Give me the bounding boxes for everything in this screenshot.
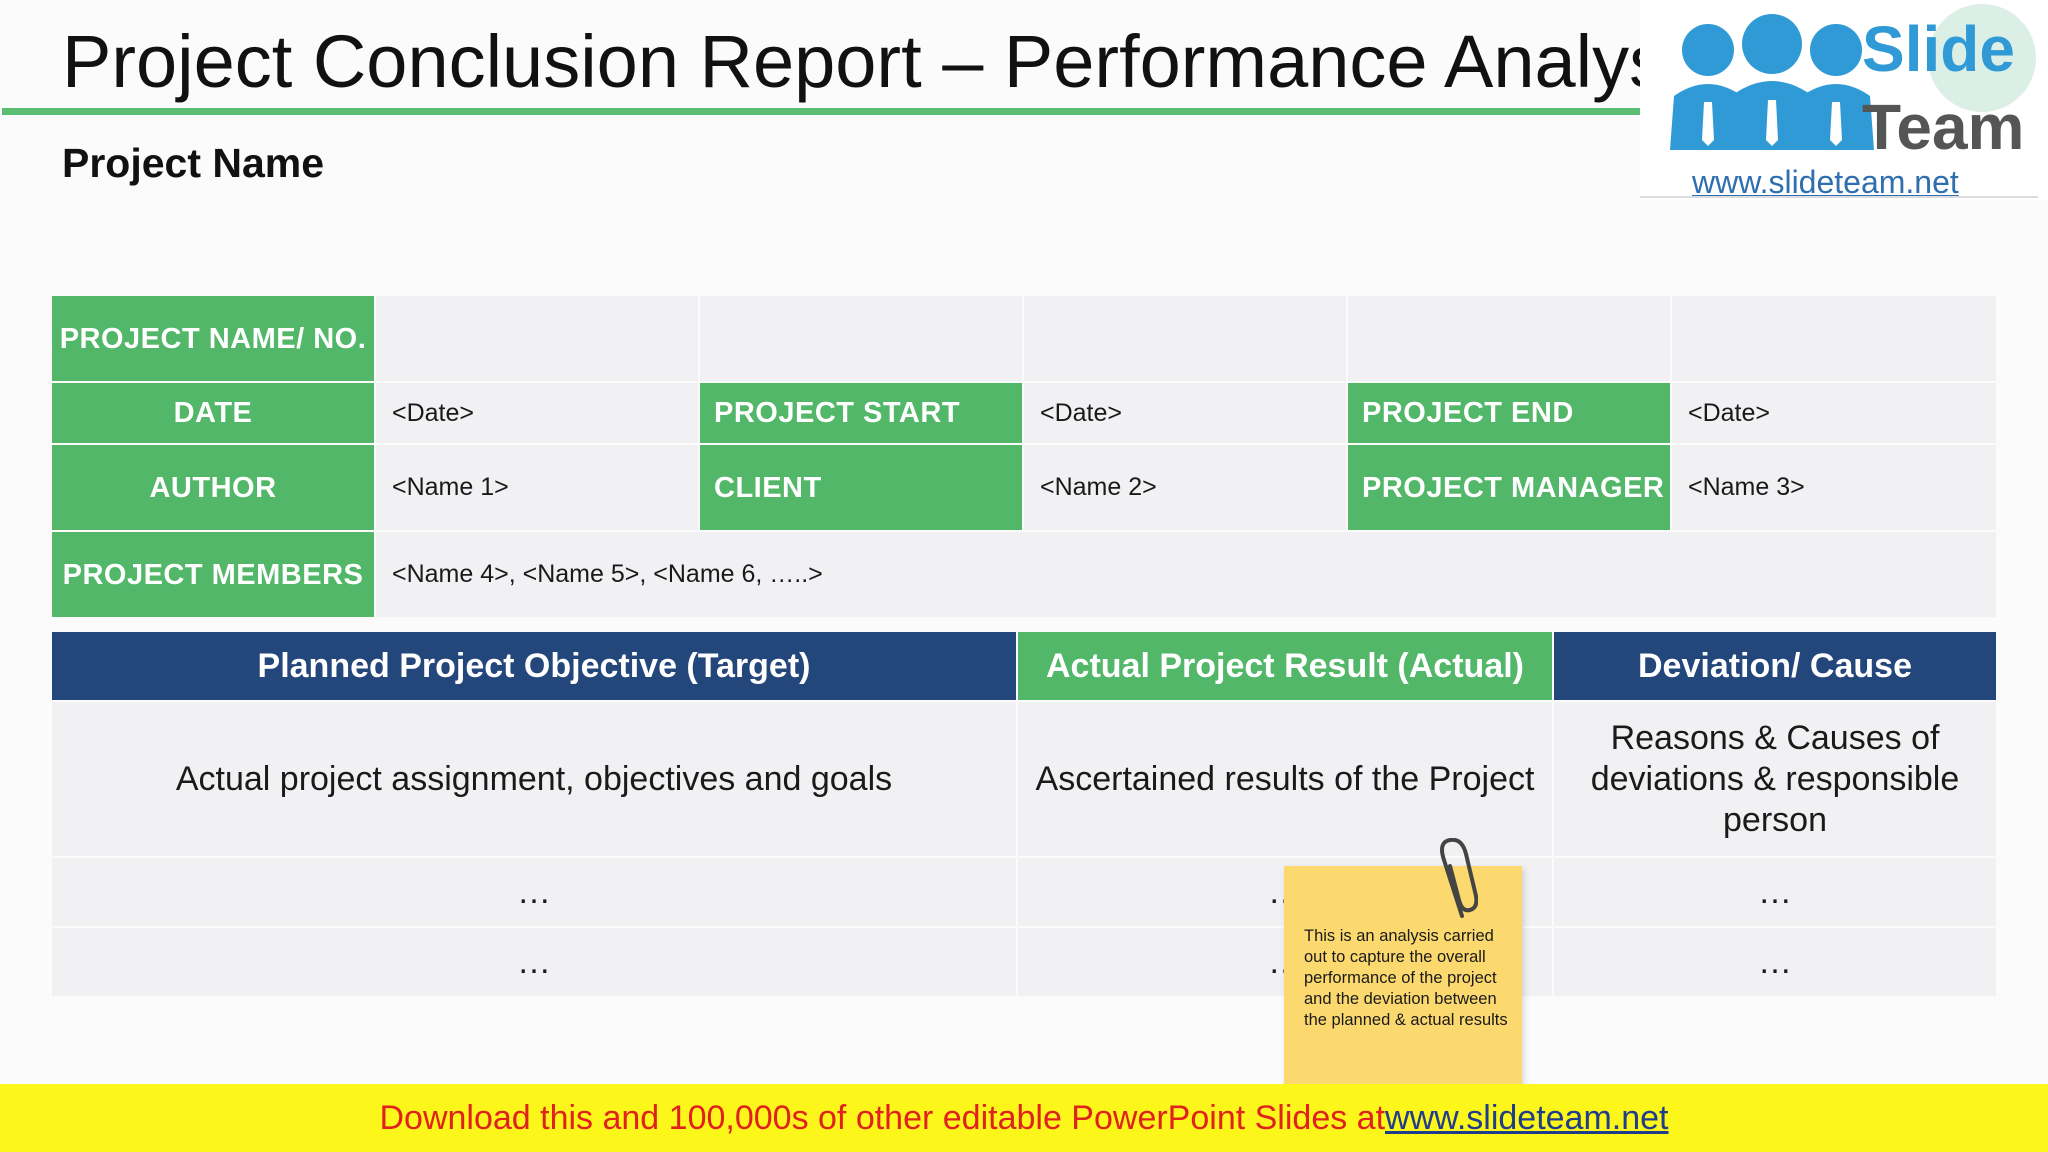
project-name-value-cell[interactable] — [1348, 296, 1670, 381]
header-planned-objective: Planned Project Objective (Target) — [52, 632, 1016, 700]
project-members-value[interactable]: <Name 4>, <Name 5>, <Name 6, …..> — [376, 532, 1996, 617]
author-value[interactable]: <Name 1> — [376, 445, 698, 530]
project-members-label: PROJECT MEMBERS — [52, 532, 374, 617]
header-deviation-cause: Deviation/ Cause — [1554, 632, 1996, 700]
people-icon — [1670, 14, 1874, 150]
project-name-value-cell[interactable] — [1672, 296, 1996, 381]
project-name-value-cell[interactable] — [700, 296, 1022, 381]
project-name-value-cell[interactable] — [1024, 296, 1346, 381]
sticky-note[interactable]: This is an analysis carried out to captu… — [1284, 866, 1522, 1084]
table-cell[interactable]: Ascertained results of the Project — [1018, 702, 1552, 856]
logo-word-team: Team — [1862, 91, 2025, 163]
banner-text: Download this and 100,000s of other edit… — [379, 1098, 1386, 1137]
author-label: AUTHOR — [52, 445, 374, 530]
slide-title: Project Conclusion Report – Performance … — [62, 20, 1720, 103]
project-manager-value[interactable]: <Name 3> — [1672, 445, 1996, 530]
project-start-label: PROJECT START — [700, 383, 1022, 443]
date-value[interactable]: <Date> — [376, 383, 698, 443]
logo-overlay-circle — [1928, 4, 2036, 112]
table-cell[interactable]: Actual project assignment, objectives an… — [52, 702, 1016, 856]
client-label: CLIENT — [700, 445, 1022, 530]
project-end-value[interactable]: <Date> — [1672, 383, 1996, 443]
project-start-value[interactable]: <Date> — [1024, 383, 1346, 443]
banner-link[interactable]: www.slideteam.net — [1385, 1098, 1669, 1137]
project-name-heading: Project Name — [62, 140, 325, 186]
table-cell[interactable]: … — [1554, 858, 1996, 926]
table-cell[interactable]: … — [52, 928, 1016, 996]
project-name-label: PROJECT NAME/ NO. — [52, 296, 374, 381]
table-cell[interactable]: … — [52, 858, 1016, 926]
logo-underline — [1640, 196, 2038, 198]
date-label: DATE — [52, 383, 374, 443]
project-end-label: PROJECT END — [1348, 383, 1670, 443]
table-cell[interactable]: … — [1554, 928, 1996, 996]
slideteam-logo[interactable]: Slide Team www.slideteam.net — [1640, 0, 2048, 200]
title-divider — [2, 108, 1722, 115]
header-actual-result: Actual Project Result (Actual) — [1018, 632, 1552, 700]
paperclip-icon — [1440, 838, 1478, 918]
logo-url-link[interactable]: www.slideteam.net — [1692, 164, 1959, 200]
logo-word-slide: Slide — [1862, 13, 2015, 85]
project-name-value-cell[interactable] — [376, 296, 698, 381]
sticky-note-text: This is an analysis carried out to captu… — [1304, 927, 1508, 1029]
client-value[interactable]: <Name 2> — [1024, 445, 1346, 530]
table-cell[interactable]: Reasons & Causes of deviations & respons… — [1554, 702, 1996, 856]
download-banner[interactable]: Download this and 100,000s of other edit… — [0, 1084, 2048, 1152]
project-manager-label: PROJECT MANAGER — [1348, 445, 1670, 530]
